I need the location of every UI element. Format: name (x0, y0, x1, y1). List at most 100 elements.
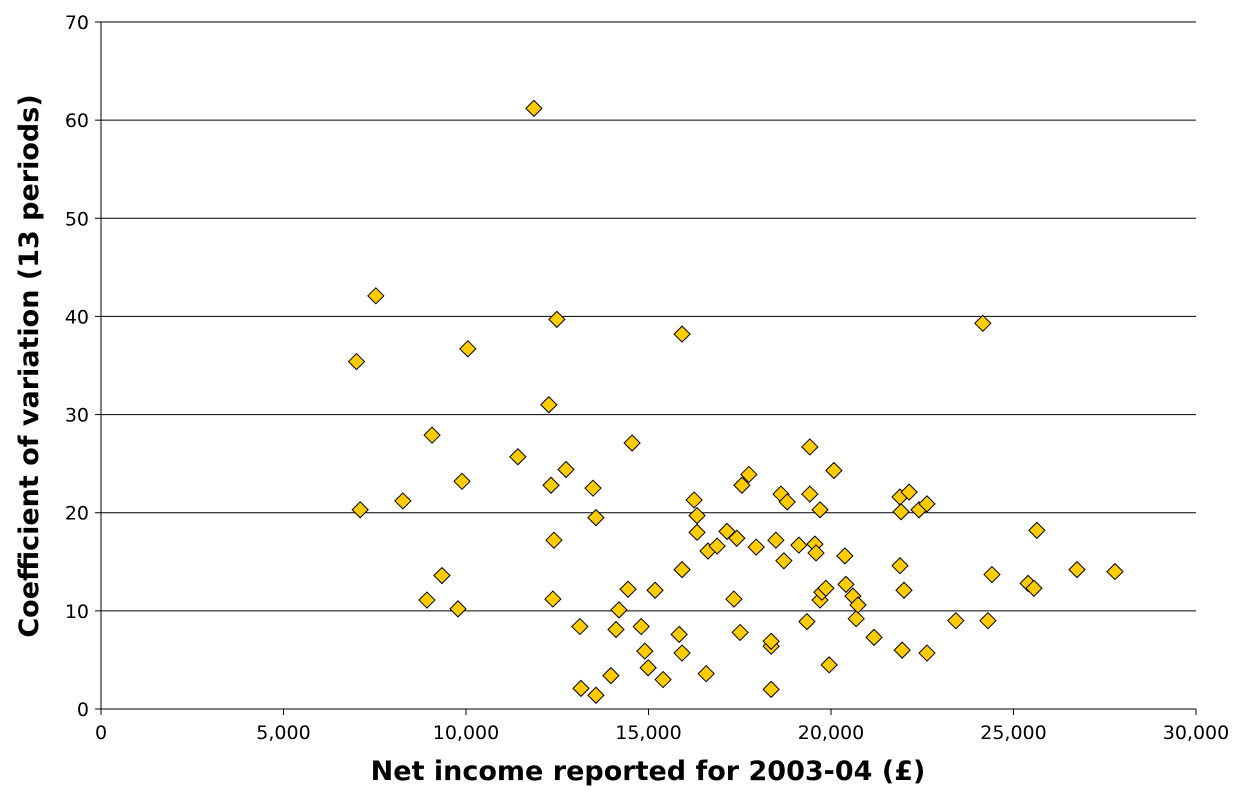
y-tick-label: 50 (65, 208, 89, 230)
point (865, 628, 883, 647)
point (587, 508, 605, 527)
point (673, 560, 691, 579)
point (544, 590, 562, 608)
point (747, 538, 765, 556)
point (571, 617, 589, 636)
point (762, 680, 780, 699)
point (636, 642, 654, 660)
point (525, 99, 543, 118)
point (632, 617, 650, 636)
point (918, 644, 936, 662)
point (509, 448, 527, 466)
point (646, 581, 664, 599)
point (572, 679, 590, 698)
point (1028, 521, 1046, 540)
x-tick-label: 5,000 (256, 722, 310, 744)
point (778, 493, 796, 511)
point (725, 590, 743, 608)
x-tick-label: 10,000 (433, 722, 499, 744)
point (762, 632, 780, 650)
point (587, 686, 605, 704)
point (540, 396, 558, 414)
point (740, 465, 758, 484)
point (685, 491, 703, 509)
point (891, 557, 909, 575)
point (639, 659, 657, 677)
point (798, 612, 816, 631)
point (947, 611, 965, 630)
point (545, 531, 563, 549)
point (423, 426, 441, 444)
y-tick-label: 10 (65, 601, 89, 623)
point (847, 610, 865, 628)
point (801, 485, 819, 503)
point (918, 495, 936, 513)
point (697, 664, 715, 683)
x-tick-label: 15,000 (615, 722, 681, 744)
point (775, 552, 793, 570)
point (607, 620, 625, 639)
point (351, 501, 369, 519)
point (449, 600, 467, 618)
point (836, 547, 854, 565)
point (670, 625, 688, 644)
x-axis-title: Net income reported for 2003-04 (£) (371, 756, 926, 787)
point (718, 522, 736, 541)
point (733, 476, 751, 494)
point (825, 461, 843, 480)
x-tick-label: 25,000 (980, 722, 1046, 744)
point (895, 581, 913, 599)
point (557, 460, 575, 479)
y-tick-label: 70 (65, 12, 89, 34)
y-axis-title: Coefficient of variation (13 periods) (14, 94, 45, 637)
point (347, 352, 366, 371)
point (1068, 560, 1086, 579)
y-tick-label: 30 (65, 405, 89, 427)
point (453, 472, 471, 491)
point (893, 641, 911, 659)
point (728, 529, 746, 547)
point (688, 506, 706, 525)
point (459, 340, 477, 358)
y-tick-label: 60 (65, 110, 89, 132)
point (367, 287, 385, 305)
point (811, 501, 829, 519)
point (892, 503, 910, 521)
x-tick-label: 30,000 (1163, 722, 1229, 744)
point (610, 601, 628, 619)
point (979, 611, 997, 630)
point (983, 565, 1001, 584)
point (820, 656, 838, 674)
point (433, 566, 451, 585)
point (654, 670, 672, 689)
point (849, 596, 867, 614)
x-tick-label: 0 (95, 722, 107, 744)
point (584, 479, 602, 497)
point (708, 537, 726, 555)
point (900, 483, 918, 501)
x-tick-label: 20,000 (798, 722, 864, 744)
point (731, 623, 749, 642)
point (418, 591, 436, 609)
point (619, 580, 637, 598)
point (623, 434, 641, 452)
point (1025, 579, 1043, 597)
point (673, 644, 691, 662)
point (542, 476, 560, 494)
y-tick-label: 20 (65, 503, 89, 525)
point (974, 314, 992, 333)
point (801, 438, 819, 456)
y-tick-label: 0 (77, 699, 89, 721)
point (807, 544, 825, 562)
point (837, 575, 855, 594)
point (1106, 562, 1124, 581)
point (767, 531, 785, 549)
point (817, 579, 835, 597)
point (602, 666, 620, 685)
y-tick-label: 40 (65, 306, 89, 328)
point (394, 492, 412, 510)
point (548, 310, 566, 329)
point (673, 325, 691, 343)
